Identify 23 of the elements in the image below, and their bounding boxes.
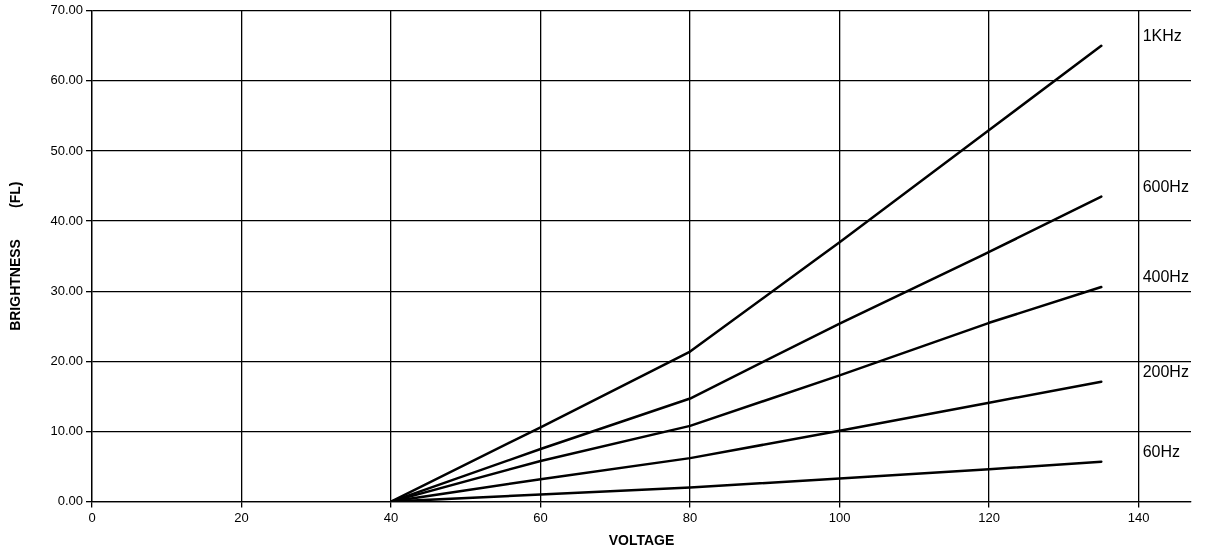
- y-tick-label: 70.00: [50, 2, 83, 18]
- y-tick-label: 10.00: [50, 423, 83, 439]
- text: 60Hz: [1142, 443, 1181, 461]
- x-tick-label: 120: [978, 509, 1000, 525]
- y-tick-label: 50.00: [50, 142, 83, 158]
- y-tick-label: 20.00: [50, 352, 83, 368]
- text: 600Hz: [1142, 178, 1189, 196]
- x-tick-label: 20: [234, 509, 249, 525]
- x-tick-label: 80: [682, 509, 698, 525]
- x-axis-title: VOLTAGE: [608, 532, 675, 549]
- y-axis-title: BRIGHTNESS (FL): [7, 181, 24, 331]
- y-tick-label: 0.00: [57, 493, 83, 509]
- y-tick-label: 30.00: [50, 282, 83, 298]
- x-tick-label: 60: [533, 509, 548, 525]
- text: 200Hz: [1142, 363, 1189, 381]
- text: 1KHz: [1142, 27, 1182, 45]
- x-tick-label: 0: [88, 509, 96, 525]
- y-tick-label: 40.00: [50, 212, 83, 228]
- text: 400Hz: [1142, 268, 1189, 286]
- x-tick-label: 40: [383, 509, 399, 525]
- x-tick-label: 100: [828, 509, 851, 525]
- x-tick-label: 140: [1127, 509, 1150, 525]
- y-tick-label: 60.00: [50, 72, 83, 88]
